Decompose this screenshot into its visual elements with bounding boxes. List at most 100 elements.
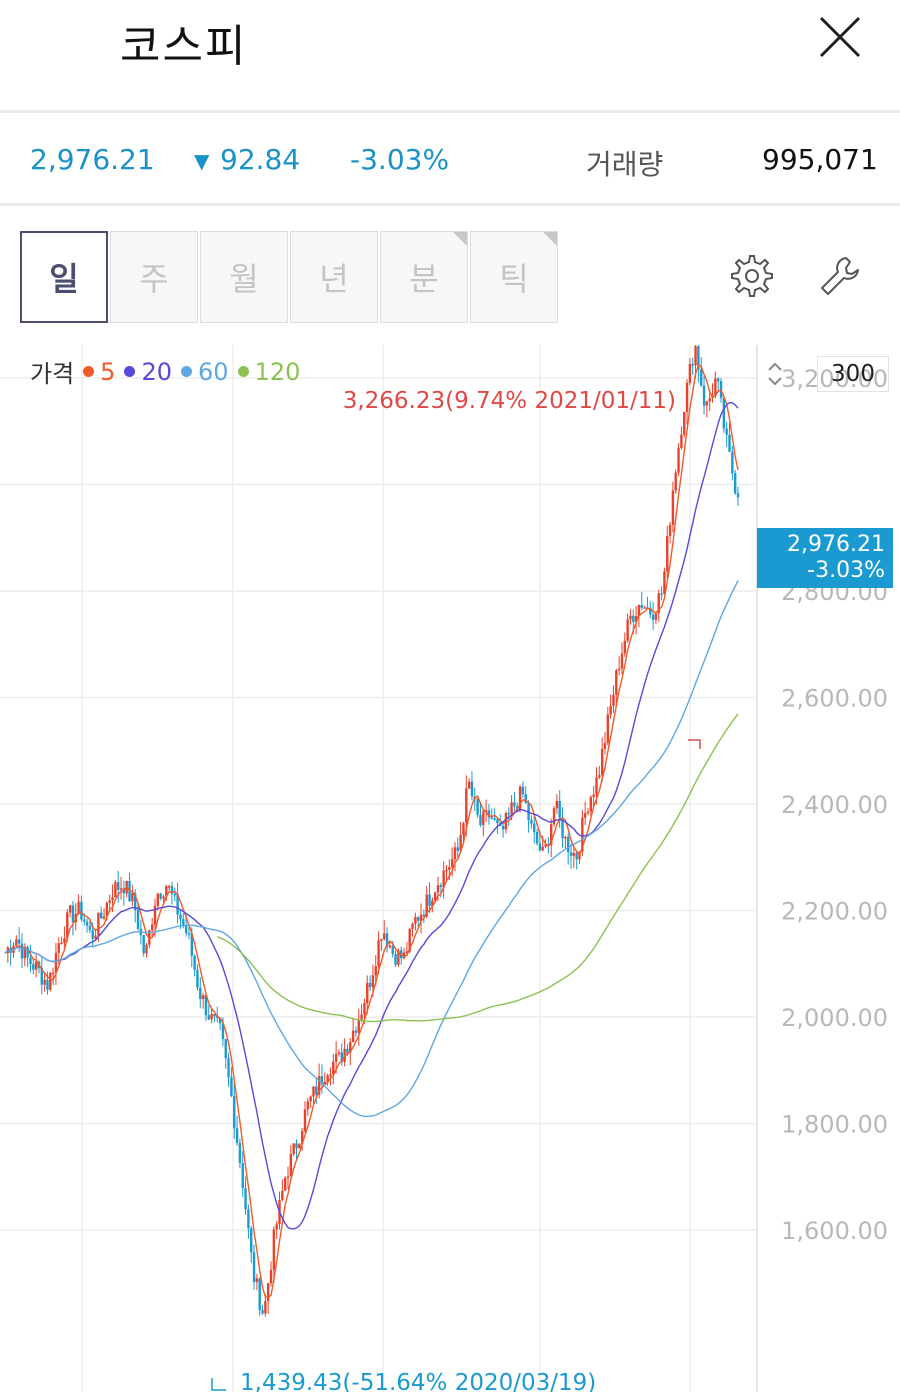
candle-body — [623, 640, 626, 654]
candle-body — [238, 1142, 242, 1164]
candle-body — [479, 814, 482, 826]
tab-tick[interactable]: 틱 — [470, 231, 558, 323]
candle-body — [221, 1023, 225, 1040]
candle-body — [32, 964, 35, 970]
candle-body — [445, 869, 448, 872]
candle-body — [320, 1076, 324, 1085]
candle-body — [442, 870, 445, 887]
candle-body — [391, 945, 394, 955]
gear-icon[interactable] — [726, 252, 774, 300]
price-chart[interactable]: 3,200.002,800.002,600.002,400.002,200.00… — [0, 345, 900, 1392]
candle-body — [414, 917, 417, 924]
candle-body — [428, 894, 431, 906]
close-icon[interactable] — [815, 12, 865, 62]
current-price: 2,976.21 — [30, 143, 155, 176]
candle-body — [634, 616, 638, 622]
candle-body — [218, 1018, 222, 1024]
candle-body — [521, 786, 525, 795]
tab-month[interactable]: 월 — [200, 231, 288, 323]
candle-body — [722, 398, 726, 429]
candle-body — [210, 1013, 213, 1020]
candle-body — [388, 945, 392, 948]
candle-body — [196, 969, 199, 988]
candle-body — [700, 369, 703, 386]
candle-body — [233, 1096, 236, 1129]
candle-body — [663, 571, 666, 594]
candle-body — [419, 914, 423, 921]
candle-body — [671, 490, 675, 525]
candle-body — [85, 921, 89, 926]
candle-body — [346, 1048, 349, 1053]
ma-line-120 — [217, 713, 739, 1023]
chevron-updown-icon[interactable] — [763, 358, 787, 390]
candle-body — [269, 1269, 273, 1284]
candle-body — [691, 363, 694, 366]
ma-line-60 — [4, 580, 739, 1118]
tab-week[interactable]: 주 — [110, 231, 198, 323]
candle-body — [207, 1015, 210, 1020]
candle-body — [694, 346, 697, 366]
candle-body — [731, 451, 734, 474]
candle-body — [397, 950, 400, 965]
ma-line-20 — [4, 402, 739, 1230]
candle-body — [674, 472, 677, 491]
candle-body — [283, 1177, 287, 1191]
candle-body — [97, 912, 100, 936]
candle-body — [697, 346, 700, 370]
corner-marker-icon — [453, 232, 467, 246]
candle-body — [133, 893, 137, 910]
candle-body — [329, 1074, 332, 1076]
candle-body — [272, 1229, 276, 1270]
scale-value[interactable]: 300 — [817, 356, 889, 392]
candle-body — [408, 928, 411, 952]
low-price-label: 1,439.43(-51.64% 2020/03/19) — [240, 1370, 596, 1392]
wrench-icon[interactable] — [816, 252, 864, 300]
tab-year[interactable]: 년 — [290, 231, 378, 323]
candle-body — [136, 909, 140, 929]
candle-body — [91, 930, 94, 939]
legend-ma5: 5 — [100, 357, 116, 386]
candle-body — [114, 882, 117, 898]
candle-body — [57, 943, 60, 953]
candle-body — [131, 893, 134, 902]
candle-body — [493, 818, 496, 820]
candle-body — [354, 1030, 358, 1033]
candle-body — [541, 846, 544, 851]
candle-body — [258, 1278, 261, 1310]
candle-body — [244, 1187, 247, 1210]
page-title: 코스피 — [120, 21, 248, 72]
candle-body — [267, 1283, 270, 1302]
candle-body — [326, 1075, 329, 1082]
candle-body — [17, 939, 21, 944]
legend-ma20: 20 — [141, 357, 172, 386]
candle-body — [317, 1076, 321, 1095]
candle-body — [292, 1143, 295, 1154]
candle-body — [77, 901, 80, 915]
candle-body — [111, 897, 114, 901]
candle-body — [592, 794, 595, 798]
candle-body — [501, 825, 505, 830]
candle-body — [649, 607, 652, 615]
period-tabs: 일 주 월 년 분 틱 — [20, 231, 560, 325]
candle-body — [167, 886, 171, 888]
candle-body — [558, 800, 561, 818]
candle-body — [566, 836, 570, 853]
candle-body — [533, 823, 536, 832]
candle-body — [490, 817, 493, 820]
candle-body — [708, 398, 711, 402]
tag-price: 2,976.21 — [787, 532, 885, 557]
candle-body — [60, 942, 63, 945]
candle-body — [569, 852, 573, 856]
candle-body — [595, 777, 598, 795]
candle-body — [300, 1131, 304, 1144]
tag-percent: -3.03% — [807, 558, 885, 583]
legend-dot-20 — [124, 366, 136, 377]
candle-body — [374, 966, 377, 976]
candle-body — [598, 775, 601, 778]
candle-body — [572, 853, 576, 856]
candle-body — [295, 1143, 298, 1149]
candle-body — [366, 982, 369, 1004]
tab-day[interactable]: 일 — [20, 231, 108, 323]
tab-minute[interactable]: 분 — [380, 231, 468, 323]
candle-body — [247, 1209, 250, 1229]
